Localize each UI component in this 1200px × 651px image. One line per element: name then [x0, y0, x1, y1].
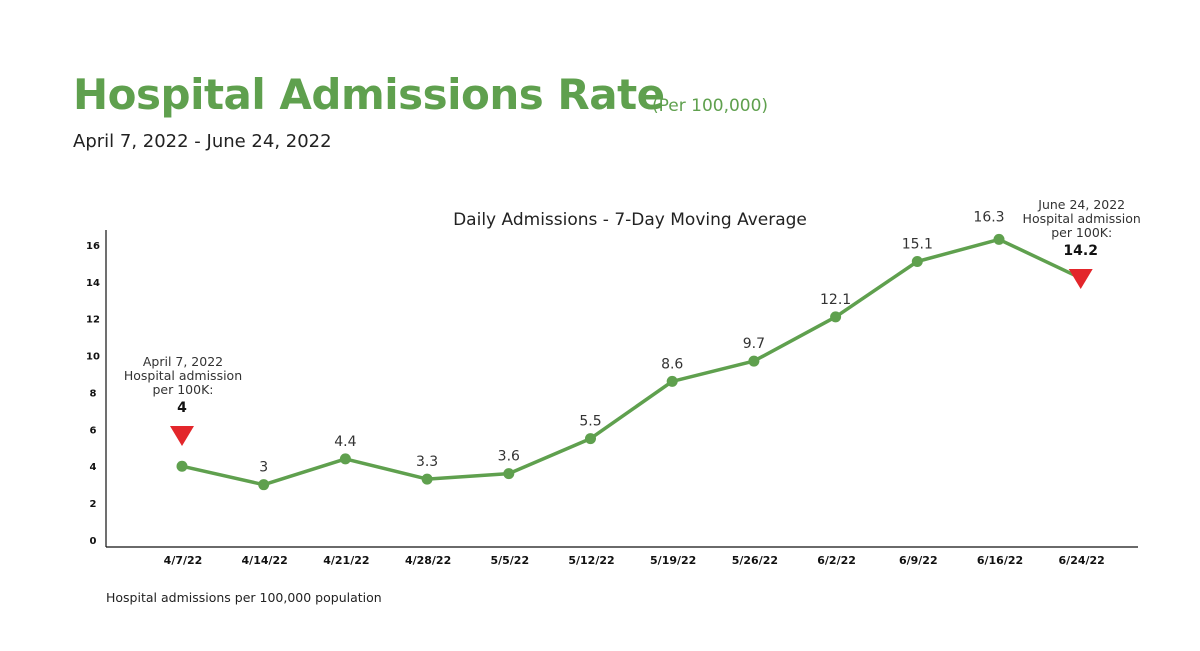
data-point [258, 479, 270, 491]
y-axis-ticks: 0 2 4 6 8 10 12 14 16 [86, 241, 100, 547]
y-tick-label: 14 [86, 278, 100, 289]
y-tick-label: 4 [90, 462, 97, 473]
series-line-group [180, 237, 1083, 487]
data-label: 5.5 [579, 414, 601, 430]
data-label: 12.1 [820, 292, 851, 308]
annotation-text: per 100K: [1051, 225, 1112, 240]
chart-title: Daily Admissions - 7-Day Moving Average [453, 210, 807, 230]
annotation-text: June 24, 2022 [1037, 197, 1125, 212]
x-tick-label: 4/28/22 [405, 554, 451, 567]
data-points [176, 233, 1087, 491]
y-tick-label: 2 [90, 499, 97, 510]
data-point [993, 233, 1005, 245]
data-point [503, 468, 515, 480]
axes [105, 230, 1138, 548]
x-tick-label: 5/5/22 [490, 554, 529, 567]
x-tick-label: 4/21/22 [323, 554, 369, 567]
chart-footnote: Hospital admissions per 100,000 populati… [106, 590, 382, 605]
data-point [421, 473, 433, 485]
data-label: 3.3 [416, 454, 438, 470]
data-point [339, 453, 351, 465]
data-point [911, 256, 923, 268]
y-tick-label: 0 [90, 536, 97, 547]
data-label: 8.6 [661, 356, 683, 372]
annotation-marker-triangle [1068, 269, 1093, 289]
y-tick-label: 6 [90, 425, 97, 436]
annotation-value: 4 [177, 400, 187, 416]
data-label: 3 [259, 460, 268, 476]
data-point [585, 433, 596, 445]
x-tick-label: 5/26/22 [732, 554, 778, 567]
x-tick-label: 4/14/22 [242, 554, 288, 567]
date-range: April 7, 2022 - June 24, 2022 [73, 131, 332, 152]
data-point [176, 460, 188, 472]
y-tick-label: 16 [86, 241, 100, 252]
x-tick-label: 5/12/22 [568, 554, 614, 567]
x-axis-ticks: 4/7/22 4/14/22 4/21/22 4/28/22 5/5/22 5/12/22… [164, 554, 1105, 567]
data-label: 4.4 [334, 434, 356, 450]
data-point [666, 375, 678, 387]
annotation-text: Hospital admission [124, 368, 242, 383]
x-tick-label: 6/2/22 [817, 554, 856, 567]
x-tick-label: 4/7/22 [164, 554, 203, 567]
data-label: 16.3 [973, 209, 1004, 225]
data-label: 15.1 [902, 237, 933, 253]
title-unit: (Per 100,000) [652, 96, 769, 116]
data-point [748, 355, 760, 367]
x-tick-label: 6/24/22 [1059, 554, 1105, 567]
y-tick-label: 10 [86, 352, 100, 363]
data-label: 9.7 [743, 336, 765, 352]
y-tick-label: 12 [86, 315, 100, 326]
series-line [180, 237, 1083, 487]
annotation-marker-triangle [170, 426, 194, 446]
x-tick-label: 6/16/22 [977, 554, 1023, 567]
annotation-value: 14.2 [1063, 243, 1098, 259]
data-labels: 3 4.4 3.3 3.6 5.5 8.6 9.7 12.1 15.1 16.3 [259, 209, 1004, 475]
annotation-text: per 100K: [152, 382, 213, 397]
y-tick-label: 8 [90, 388, 97, 399]
x-tick-label: 5/19/22 [650, 554, 696, 567]
x-tick-label: 6/9/22 [899, 554, 938, 567]
page-title: Hospital Admissions Rate [73, 70, 665, 119]
data-label: 3.6 [498, 449, 520, 465]
annotation-text: April 7, 2022 [143, 354, 223, 369]
data-point [830, 311, 842, 323]
annotation-text: Hospital admission [1023, 211, 1141, 226]
